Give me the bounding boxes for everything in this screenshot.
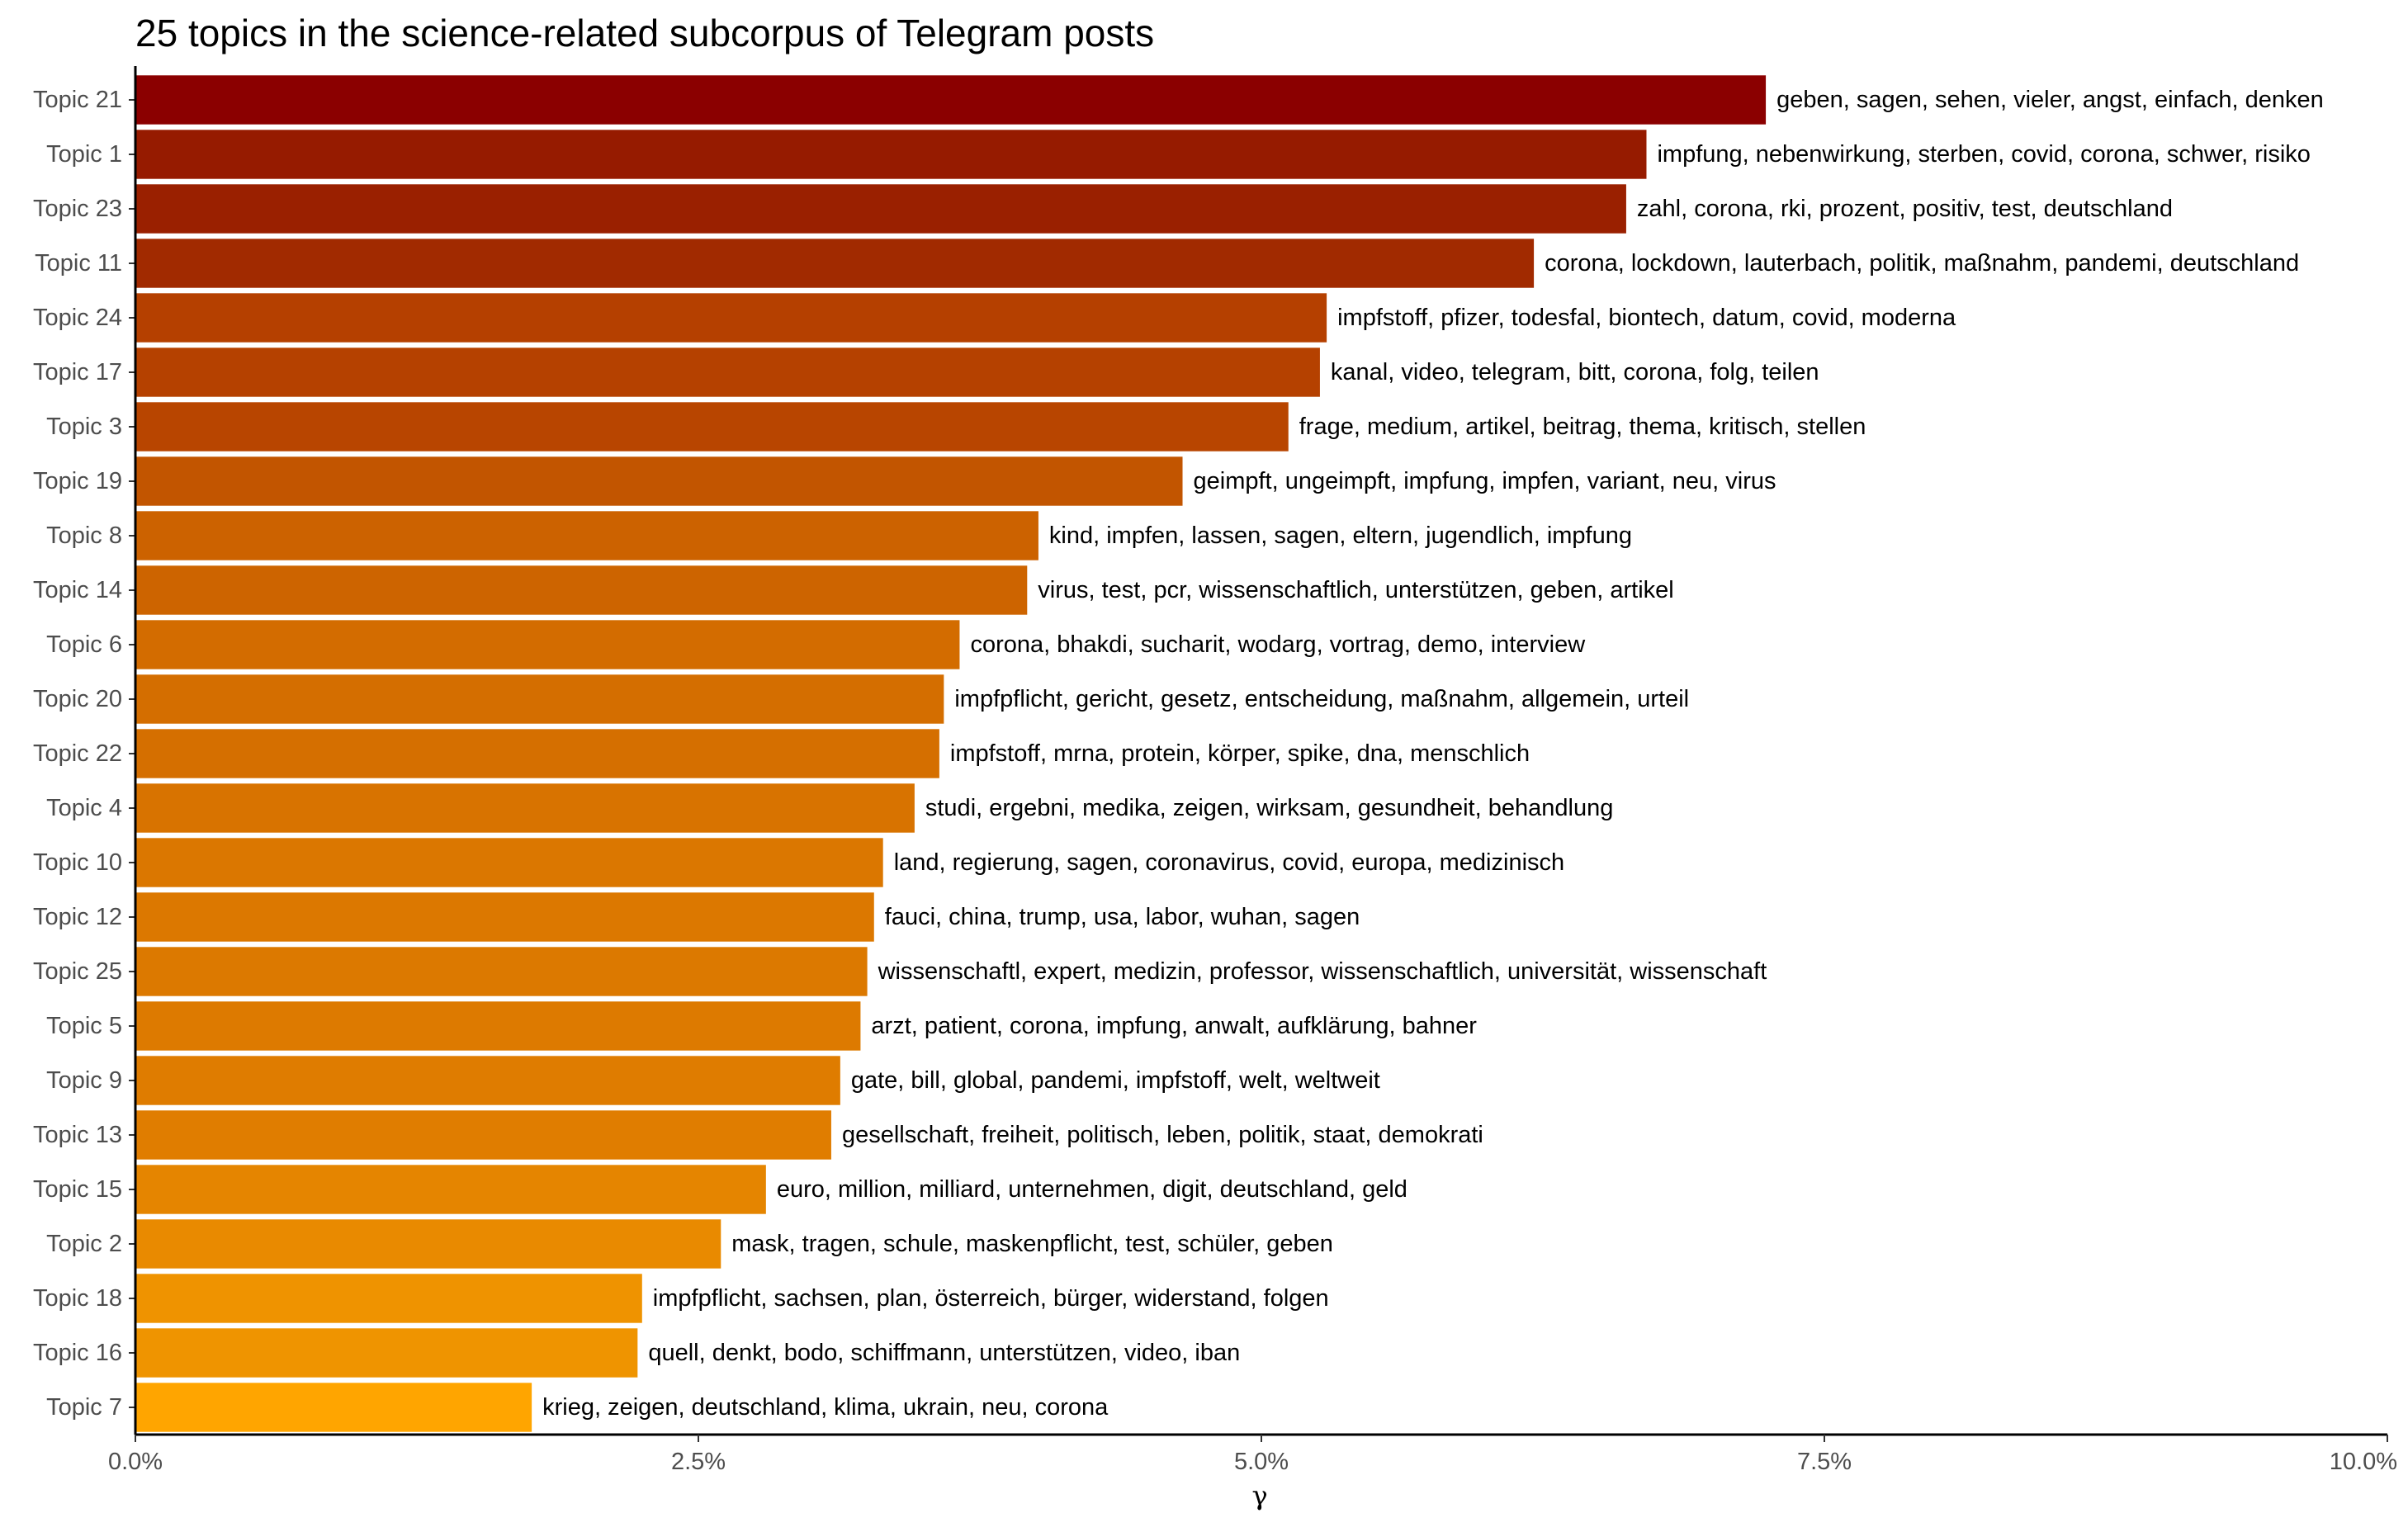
bar	[135, 75, 1767, 125]
y-tick-label: Topic 23	[33, 196, 122, 222]
bar	[135, 402, 1289, 452]
x-tick-label: 2.5%	[671, 1449, 726, 1475]
y-tick-label: Topic 19	[33, 468, 122, 494]
bar	[135, 239, 1535, 288]
y-tick-label: Topic 2	[46, 1231, 122, 1257]
bar	[135, 1001, 861, 1051]
bar	[135, 1110, 831, 1160]
bar-data-label: gesellschaft, freiheit, politisch, leben…	[842, 1122, 1483, 1148]
bar	[135, 947, 868, 996]
y-tick-label: Topic 15	[33, 1176, 122, 1203]
bar-data-label: quell, denkt, bodo, schiffmann, unterstü…	[648, 1340, 1240, 1366]
y-tick-label: Topic 12	[33, 904, 122, 930]
y-tick-label: Topic 5	[46, 1013, 122, 1039]
y-tick-label: Topic 13	[33, 1122, 122, 1148]
bar	[135, 1219, 721, 1269]
x-axis-ticks: 0.0% 2.5% 5.0% 7.5% 10.0%	[108, 1435, 2397, 1475]
bar-data-label: gate, bill, global, pandemi, impfstoff, …	[851, 1067, 1380, 1094]
bar-data-label: zahl, corona, rki, prozent, positiv, tes…	[1637, 196, 2173, 222]
category-labels: Topic 21 Topic 1 Topic 23 Topic 11 Topic 24 T…	[33, 87, 135, 1421]
bar-data-label: fauci, china, trump, usa, labor, wuhan, …	[885, 904, 1360, 930]
bar-data-label: mask, tragen, schule, maskenpflicht, tes…	[731, 1231, 1333, 1257]
y-tick-label: Topic 17	[33, 359, 122, 385]
x-axis-title: γ	[1251, 1480, 1267, 1511]
bar-data-label: studi, ergebni, medika, zeigen, wirksam,…	[925, 795, 1613, 821]
bar	[135, 511, 1038, 560]
bar	[135, 838, 883, 887]
bar-data-label: wissenschaftl, expert, medizin, professo…	[878, 958, 1767, 985]
y-tick-label: Topic 7	[46, 1394, 122, 1421]
y-tick-label: Topic 10	[33, 849, 122, 876]
bar	[135, 674, 944, 724]
bar-data-label: land, regierung, sagen, coronavirus, cov…	[894, 849, 1564, 876]
bar-data-label: corona, bhakdi, sucharit, wodarg, vortra…	[970, 631, 1586, 658]
y-tick-label: Topic 20	[33, 686, 122, 712]
bar-data-label: geimpft, ungeimpft, impfung, impfen, var…	[1194, 468, 1776, 494]
bar-labels: geben, sagen, sehen, vieler, angst, einf…	[542, 87, 2324, 1421]
y-tick-label: Topic 14	[33, 577, 122, 603]
y-tick-label: Topic 16	[33, 1340, 122, 1366]
y-tick-label: Topic 9	[46, 1067, 122, 1094]
bar	[135, 456, 1183, 506]
bar-data-label: virus, test, pcr, wissenschaftlich, unte…	[1038, 577, 1673, 603]
y-tick-label: Topic 8	[46, 522, 122, 549]
bar-data-label: impfstoff, pfizer, todesfal, biontech, d…	[1337, 305, 1956, 331]
bar-data-label: impfpflicht, gericht, gesetz, entscheidu…	[954, 686, 1689, 712]
bar	[135, 1274, 642, 1323]
bar	[135, 1328, 638, 1378]
y-tick-label: Topic 1	[46, 141, 122, 168]
y-tick-label: Topic 3	[46, 414, 122, 440]
bars-layer	[135, 75, 1767, 1432]
y-tick-label: Topic 25	[33, 958, 122, 985]
bar	[135, 348, 1320, 397]
bar-data-label: impfstoff, mrna, protein, körper, spike,…	[950, 740, 1530, 767]
bar-data-label: impfung, nebenwirkung, sterben, covid, c…	[1657, 141, 2310, 168]
bar	[135, 1383, 532, 1432]
bar	[135, 565, 1028, 615]
x-tick-label: 10.0%	[2330, 1449, 2397, 1475]
y-tick-label: Topic 21	[33, 87, 122, 113]
y-tick-label: Topic 24	[33, 305, 122, 331]
bar	[135, 293, 1327, 343]
x-tick-label: 7.5%	[1797, 1449, 1852, 1475]
bar	[135, 620, 960, 669]
bar-data-label: krieg, zeigen, deutschland, klima, ukrai…	[542, 1394, 1109, 1421]
bar	[135, 130, 1647, 179]
bar	[135, 892, 874, 942]
x-tick-label: 0.0%	[108, 1449, 163, 1475]
bar-data-label: arzt, patient, corona, impfung, anwalt, …	[871, 1013, 1477, 1039]
bar-data-label: euro, million, milliard, unternehmen, di…	[777, 1176, 1407, 1203]
bar-data-label: kind, impfen, lassen, sagen, eltern, jug…	[1049, 522, 1632, 549]
y-tick-label: Topic 11	[35, 250, 122, 277]
bar	[135, 783, 915, 833]
bar	[135, 1165, 766, 1214]
bar-data-label: corona, lockdown, lauterbach, politik, m…	[1545, 250, 2299, 277]
bar	[135, 1056, 840, 1105]
bar-data-label: geben, sagen, sehen, vieler, angst, einf…	[1776, 87, 2324, 113]
bar-data-label: impfpflicht, sachsen, plan, österreich, …	[653, 1285, 1329, 1312]
y-tick-label: Topic 4	[46, 795, 122, 821]
y-tick-label: Topic 22	[33, 740, 122, 767]
y-tick-label: Topic 18	[33, 1285, 122, 1312]
bar	[135, 729, 939, 778]
x-tick-label: 5.0%	[1234, 1449, 1289, 1475]
bar-data-label: frage, medium, artikel, beitrag, thema, …	[1299, 414, 1866, 440]
chart-title: 25 topics in the science-related subcorp…	[135, 12, 1154, 54]
y-tick-label: Topic 6	[46, 631, 122, 658]
bar	[135, 184, 1626, 234]
bar-data-label: kanal, video, telegram, bitt, corona, fo…	[1331, 359, 1819, 385]
